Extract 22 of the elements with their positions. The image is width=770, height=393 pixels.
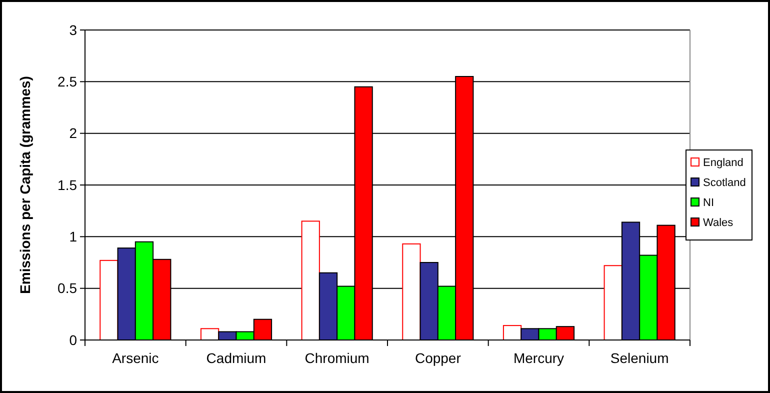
y-tick-label: 0.5 <box>58 280 78 296</box>
x-tick-label: Selenium <box>610 350 669 366</box>
legend-label: Scotland <box>703 176 746 189</box>
x-tick-label: Chromium <box>304 350 370 366</box>
y-tick-label: 3 <box>69 22 78 38</box>
x-tick-label: Cadmium <box>206 350 266 366</box>
x-tick-label: Mercury <box>513 350 564 366</box>
y-axis-title: Emissions per Capita (grammes) <box>17 76 33 294</box>
bar <box>402 243 421 340</box>
bar <box>100 260 118 340</box>
bar <box>604 265 622 340</box>
y-tick-label: 1 <box>69 228 78 245</box>
legend-label: Wales <box>703 216 734 229</box>
legend-label: England <box>703 156 744 169</box>
x-tick-label: Arsenic <box>112 350 159 366</box>
bar <box>301 220 320 340</box>
y-tick-label: 2.5 <box>58 74 78 90</box>
x-tick-label: Copper <box>414 350 462 366</box>
y-tick-label: 2 <box>69 125 78 142</box>
legend-label: NI <box>703 196 714 209</box>
y-tick-label: 1.5 <box>58 176 78 193</box>
y-tick-label: 0 <box>69 332 78 348</box>
